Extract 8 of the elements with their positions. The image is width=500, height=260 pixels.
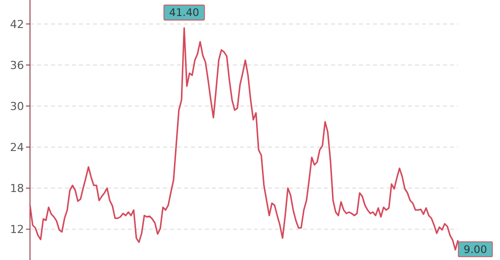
y-tick-label: 18 [10,182,24,196]
y-tick-label: 30 [10,100,24,113]
y-tick-label: 24 [10,140,24,154]
y-tick-label: 12 [10,223,24,236]
data-label: 41.40 [169,7,200,20]
y-tick-label: 42 [10,18,24,31]
y-tick-label: 36 [10,58,24,72]
data-label: 9.00 [464,244,488,256]
